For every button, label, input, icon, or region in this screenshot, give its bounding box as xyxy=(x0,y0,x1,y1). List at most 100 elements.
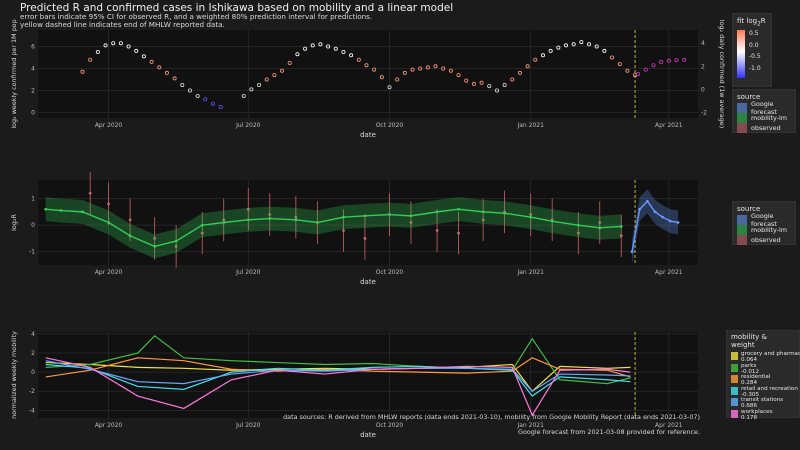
y-tick-label: -1 xyxy=(29,249,35,256)
legend-label: Google forecast xyxy=(751,100,777,116)
r-point-mobility-lm xyxy=(409,214,413,218)
x-axis-label: date xyxy=(360,431,376,439)
y-axis-label: log₂R xyxy=(10,214,18,231)
case-point-observed xyxy=(318,42,323,47)
mobility-legend-item: workplaces 0.178 xyxy=(731,409,799,421)
r-point-observed xyxy=(88,191,92,195)
r-point-observed xyxy=(342,229,345,232)
legend-label: Google forecast xyxy=(751,212,777,228)
r-point-observed xyxy=(435,229,439,232)
r-point-mobility-lm xyxy=(550,219,554,223)
r-point-mobility-lm xyxy=(457,207,460,211)
r-point-observed xyxy=(246,207,250,211)
case-point-observed xyxy=(525,64,530,69)
case-point-observed xyxy=(264,77,269,82)
mobility-legend-key xyxy=(731,363,738,372)
case-point-observed xyxy=(456,73,461,78)
r-point-observed xyxy=(268,213,272,216)
y-tick-label: 1 xyxy=(31,196,35,203)
legend-source-top-title: source xyxy=(737,93,761,101)
r-point-observed xyxy=(153,237,157,240)
legend-key xyxy=(737,215,747,225)
legend-key xyxy=(737,235,747,245)
r-point-mobility-lm xyxy=(200,223,204,227)
x-axis-label: date xyxy=(360,131,376,139)
case-point-observed xyxy=(280,68,285,73)
r-point-mobility-lm xyxy=(481,210,485,214)
legend-key xyxy=(737,225,747,235)
x-tick-label: Oct 2020 xyxy=(376,122,404,129)
case-point-observed xyxy=(218,105,223,110)
case-point-observed xyxy=(410,67,415,72)
case-point-observed xyxy=(425,65,430,70)
mobility-legend-weight: -0.012 xyxy=(741,368,760,375)
r-point-observed xyxy=(619,234,623,238)
case-point-observed xyxy=(494,88,499,93)
y-tick-label: 0 xyxy=(31,110,35,117)
x-tick-label: Jan 2021 xyxy=(516,122,544,129)
footer-line-2: Google forecast from 2021-03-08 provided… xyxy=(518,427,700,436)
fit-colorbar-tick: -0.5 xyxy=(749,53,761,61)
x-tick-label: Jul 2020 xyxy=(235,422,261,429)
case-point-observed xyxy=(210,101,215,106)
r-point-observed xyxy=(529,213,533,216)
y-axis-label: log₂ weekly confirmed per 1M pop xyxy=(10,19,18,128)
case-point-observed xyxy=(441,66,446,71)
case-point-observed xyxy=(241,94,246,99)
case-point-observed xyxy=(111,41,116,46)
legend-source-mid-title: source xyxy=(737,205,761,213)
r-line-mobility-lm xyxy=(45,208,622,248)
y2-tick-label: -2 xyxy=(701,110,707,117)
case-point-observed xyxy=(418,66,423,71)
case-point-observed xyxy=(533,57,538,62)
r-point-mobility-lm xyxy=(576,223,580,227)
legend-label: observed xyxy=(751,124,781,132)
case-point-observed xyxy=(180,83,185,88)
r-point-observed xyxy=(481,218,485,222)
r-point-mobility-lm xyxy=(342,215,345,219)
case-point-observed xyxy=(341,50,346,55)
y-tick-label: -4 xyxy=(29,407,35,414)
x-tick-label: Oct 2020 xyxy=(376,269,404,276)
case-point-observed xyxy=(126,44,131,49)
r-point-mobility-lm xyxy=(59,209,63,212)
r-point-mobility-lm xyxy=(435,210,439,214)
case-point-observed xyxy=(594,44,599,49)
y-tick-label: 0 xyxy=(31,222,35,229)
r-point-observed xyxy=(128,218,132,222)
case-point-observed xyxy=(310,43,315,48)
case-point-observed xyxy=(571,42,576,47)
case-point-observed xyxy=(149,59,154,64)
legend-row-observed: observed xyxy=(737,235,795,245)
case-point-observed xyxy=(617,62,622,67)
legend-row-mobility-lm: mobility-lm xyxy=(737,225,795,235)
x-tick-label: Jan 2021 xyxy=(516,422,544,429)
x-tick-label: Oct 2020 xyxy=(376,422,404,429)
case-point-observed xyxy=(556,45,561,50)
mobility-legend-key xyxy=(731,386,738,395)
y-tick-label: 6 xyxy=(31,44,35,51)
mobility-line-retail-and-recreation xyxy=(45,363,631,397)
mobility-legend-name: transit stations xyxy=(741,397,784,403)
r-point-observed xyxy=(409,221,413,224)
r-point-Google-forecast xyxy=(645,199,649,203)
y-tick-label: 4 xyxy=(31,66,35,73)
legend-key xyxy=(737,123,747,133)
mobility-legend-name: parks xyxy=(741,362,757,369)
case-point-observed xyxy=(479,80,484,85)
legend-mobility-title: mobility & weight xyxy=(731,333,767,349)
y-tick-label: 4 xyxy=(31,331,35,338)
y2-axis-label: log₂ daily confirmed (1w average) xyxy=(718,20,726,128)
case-point-observed xyxy=(548,48,553,53)
case-point-observed xyxy=(402,70,407,75)
r-point-mobility-lm xyxy=(246,218,250,222)
r-point-Google-forecast xyxy=(661,215,665,219)
r-point-mobility-lm xyxy=(128,234,132,238)
case-point-observed xyxy=(502,83,507,88)
case-point-observed xyxy=(272,73,277,78)
r-point-Google-forecast xyxy=(630,250,634,254)
r-point-mobility-lm xyxy=(81,210,84,214)
mobility-legend-item: retail and recreation -0.305 xyxy=(731,386,799,398)
case-point-observed xyxy=(157,65,162,70)
r-band-mobility-lm xyxy=(45,197,622,259)
